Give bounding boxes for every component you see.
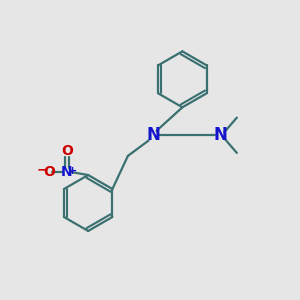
- Text: −: −: [36, 163, 48, 177]
- Text: N: N: [61, 165, 73, 179]
- Text: O: O: [43, 165, 55, 179]
- Text: N: N: [146, 126, 160, 144]
- Text: O: O: [61, 145, 73, 158]
- Text: +: +: [68, 166, 77, 176]
- Text: N: N: [214, 126, 228, 144]
